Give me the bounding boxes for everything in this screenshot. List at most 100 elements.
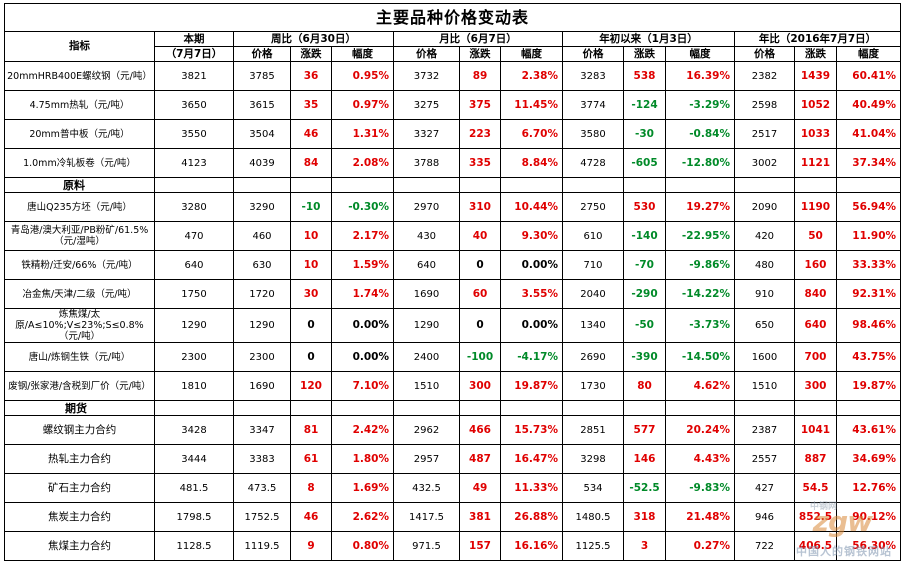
compare-price: 3275 [393, 90, 460, 120]
section-row: 原料 [4, 177, 902, 193]
price-change: 61 [290, 444, 332, 474]
change-percent: -9.83% [665, 473, 735, 503]
compare-price: 2851 [562, 415, 624, 445]
compare-price: 710 [562, 250, 624, 280]
table-row: 焦炭主力合约 1798.5 1752.5 46 2.62% 1417.5 381 26.88%… [4, 502, 902, 532]
change-percent: -14.22% [665, 279, 735, 309]
compare-price: 3788 [393, 148, 460, 178]
compare-price: 1290 [393, 308, 460, 343]
change-percent: -0.84% [665, 119, 735, 149]
compare-price: 460 [233, 221, 291, 251]
compare-price: 2970 [393, 192, 460, 222]
price-change: 700 [794, 342, 837, 372]
price-change: 335 [459, 148, 501, 178]
empty-cell [331, 177, 394, 193]
change-percent: 1.69% [331, 473, 394, 503]
compare-price: 2400 [393, 342, 460, 372]
empty-cell [233, 400, 291, 416]
change-percent: 10.44% [500, 192, 563, 222]
price-change: 300 [794, 371, 837, 401]
section-label: 期货 [4, 400, 155, 416]
group-header-ytd: 年初以来（1月3日） [562, 31, 735, 47]
compare-price: 1290 [233, 308, 291, 343]
price-change: 81 [290, 415, 332, 445]
table-row: 20mmHRB400E螺纹钢（元/吨） 3821 3785 36 0.95% 3732 89… [4, 61, 902, 91]
indicator-name: 4.75mm热轧（元/吨） [4, 90, 155, 120]
change-percent: 2.38% [500, 61, 563, 91]
change-percent: 11.45% [500, 90, 563, 120]
price-change: 36 [290, 61, 332, 91]
indicator-name: 矿石主力合约 [4, 473, 155, 503]
pct-header: 幅度 [665, 46, 735, 62]
change-percent: 11.90% [835, 221, 902, 251]
compare-price: 2382 [734, 61, 795, 91]
group-header-year: 年比（2016年7月7日） [733, 31, 902, 47]
price-change: -124 [623, 90, 666, 120]
current-price: 3444 [154, 444, 234, 474]
compare-price: 610 [562, 221, 624, 251]
indicator-name: 冶金焦/天津/二级（元/吨） [4, 279, 155, 309]
change-percent: 0.00% [500, 308, 563, 343]
section-label: 原料 [4, 177, 155, 193]
empty-cell [665, 177, 735, 193]
price-change: 146 [623, 444, 666, 474]
change-percent: 9.30% [500, 221, 563, 251]
compare-price: 2300 [233, 342, 291, 372]
indicator-name: 铁精粉/迁安/66%（元/吨） [4, 250, 155, 280]
table-row: 青岛港/澳大利亚/PB粉矿/61.5%（元/湿吨） 470 460 10 2.17% 43… [4, 221, 902, 251]
change-percent: 92.31% [835, 279, 902, 309]
table-row: 冶金焦/天津/二级（元/吨） 1750 1720 30 1.74% 1690 60 3.55%… [4, 279, 902, 309]
price-change: 3 [623, 531, 666, 561]
current-price: 1128.5 [154, 531, 234, 561]
price-change: -605 [623, 148, 666, 178]
price-change: -52.5 [623, 473, 666, 503]
group-header-week: 周比（6月30日） [233, 31, 394, 47]
current-price: 1810 [154, 371, 234, 401]
compare-price: 1417.5 [393, 502, 460, 532]
price-change: 8 [290, 473, 332, 503]
price-change: -70 [623, 250, 666, 280]
price-change-table-container: 主要品种价格变动表 指标 本期 周比（6月30日） 月比（6月7日） 年初以来（… [3, 3, 902, 563]
current-price: 1798.5 [154, 502, 234, 532]
price-change-table: 主要品种价格变动表 指标 本期 周比（6月30日） 月比（6月7日） 年初以来（… [3, 3, 902, 561]
indicator-name: 唐山Q235方坯（元/吨） [4, 192, 155, 222]
change-percent: 1.59% [331, 250, 394, 280]
change-percent: 0.27% [665, 531, 735, 561]
compare-price: 1480.5 [562, 502, 624, 532]
table-row: 唐山Q235方坯（元/吨） 3280 3290 -10 -0.30% 2970 310 10.… [4, 192, 902, 222]
current-price: 640 [154, 250, 234, 280]
empty-cell [734, 400, 795, 416]
indicator-name: 20mm普中板（元/吨） [4, 119, 155, 149]
pct-header: 幅度 [500, 46, 563, 62]
price-change: -10 [290, 192, 332, 222]
change-percent: 43.61% [835, 415, 902, 445]
current-price: 3428 [154, 415, 234, 445]
price-header: 价格 [233, 46, 291, 62]
compare-price: 1600 [734, 342, 795, 372]
price-change: 487 [459, 444, 501, 474]
compare-price: 3327 [393, 119, 460, 149]
empty-cell [154, 177, 234, 193]
price-change: 0 [459, 308, 501, 343]
empty-cell [459, 177, 501, 193]
change-percent: -22.95% [665, 221, 735, 251]
change-percent: 4.62% [665, 371, 735, 401]
empty-cell [290, 177, 332, 193]
compare-price: 1730 [562, 371, 624, 401]
change-header: 涨跌 [794, 46, 837, 62]
empty-cell [623, 177, 666, 193]
change-percent: 7.10% [331, 371, 394, 401]
change-percent: 19.87% [835, 371, 902, 401]
price-change: -290 [623, 279, 666, 309]
compare-price: 3347 [233, 415, 291, 445]
indicator-name: 焦炭主力合约 [4, 502, 155, 532]
change-percent: 1.74% [331, 279, 394, 309]
change-percent: -0.30% [331, 192, 394, 222]
price-change: 310 [459, 192, 501, 222]
price-change: 10 [290, 250, 332, 280]
compare-price: 3504 [233, 119, 291, 149]
change-percent: 16.39% [665, 61, 735, 91]
compare-price: 3383 [233, 444, 291, 474]
pct-header: 幅度 [331, 46, 394, 62]
price-change: -50 [623, 308, 666, 343]
